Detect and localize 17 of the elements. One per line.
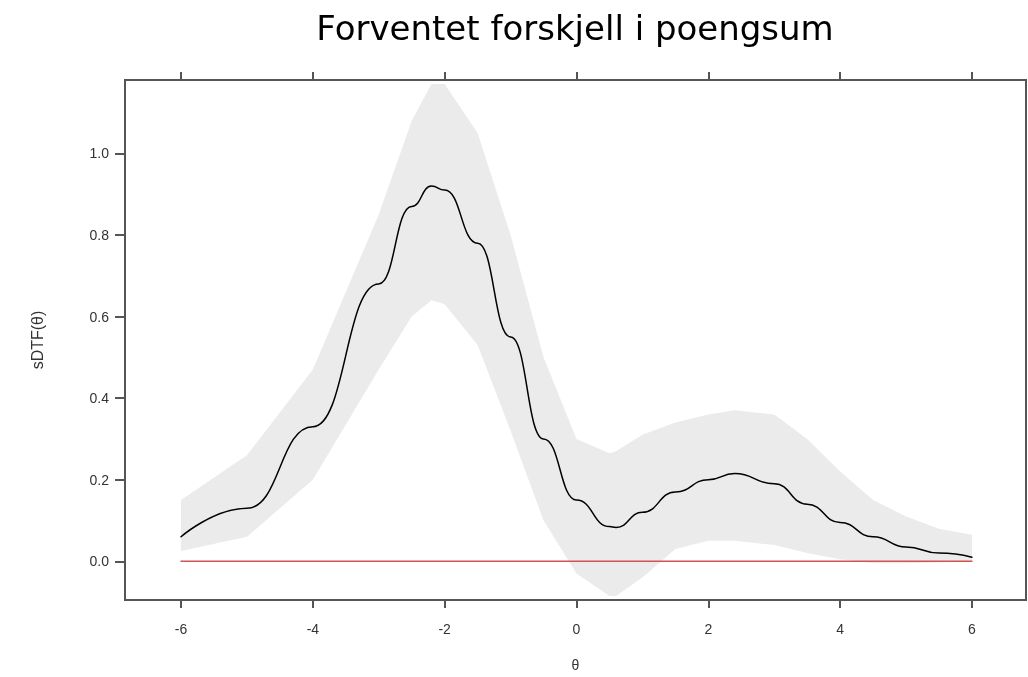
y-tick-label: 0.2 — [89, 471, 110, 488]
y-tick-label: 0.8 — [89, 226, 110, 243]
chart-title: Forventet forskjell i poengsum — [316, 8, 834, 48]
line-series — [180, 185, 973, 558]
x-tick-label: -4 — [306, 621, 320, 637]
x-tick-label: 6 — [968, 621, 977, 637]
y-tick-label: 0.6 — [89, 308, 110, 325]
x-tick-label: -6 — [174, 621, 188, 637]
y-axis-title: sDTF(θ) — [28, 310, 46, 370]
y-tick-label: 0.4 — [89, 390, 110, 407]
x-tick-label: 2 — [704, 621, 713, 637]
x-axis-title: θ — [571, 657, 580, 673]
y-tick-label: 1.0 — [89, 145, 110, 162]
x-tick-label: 0 — [572, 621, 581, 637]
x-tick-label: -2 — [438, 621, 452, 637]
x-tick-label: 4 — [836, 621, 845, 637]
y-tick-label: 0.0 — [89, 553, 110, 570]
